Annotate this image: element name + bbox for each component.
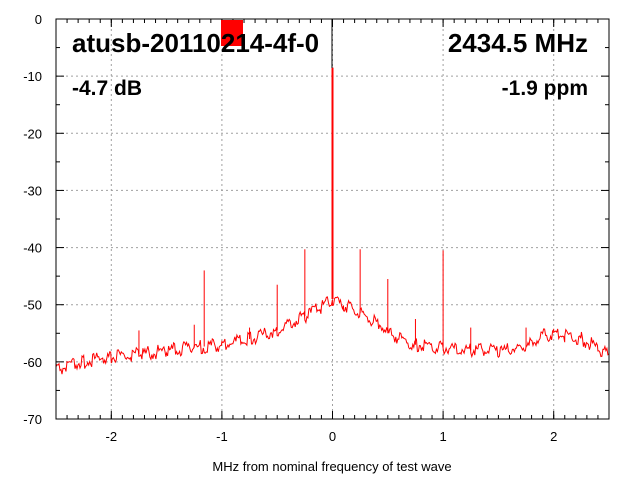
offset-label: -1.9 ppm: [502, 77, 588, 100]
ticks: -2 -1 0 1 20-10-20-30-40-50-60-70: [23, 12, 610, 444]
noise-floor-trace: [55, 296, 610, 375]
frequency-label: 2434.5 MHz: [448, 28, 588, 58]
x-tick-label: -1: [216, 429, 228, 444]
y-tick-label: -30: [23, 183, 42, 198]
x-tick-label: 2: [550, 429, 557, 444]
x-tick-label: 0: [329, 429, 336, 444]
x-tick-label: 1: [439, 429, 446, 444]
legend-key-swatch: [221, 20, 243, 46]
y-tick-label: -20: [23, 126, 42, 141]
y-tick-label: -10: [23, 69, 42, 84]
y-tick-label: -40: [23, 241, 42, 256]
y-tick-label: -70: [23, 412, 42, 427]
y-tick-label: 0: [35, 12, 42, 27]
chart-title: atusb-20110214-4f-0: [72, 28, 319, 58]
x-axis-label: MHz from nominal frequency of test wave: [212, 459, 451, 474]
y-tick-label: -50: [23, 298, 42, 313]
y-tick-label: -60: [23, 355, 42, 370]
level-label: -4.7 dB: [72, 77, 142, 100]
x-tick-label: -2: [106, 429, 118, 444]
series: [55, 67, 610, 375]
